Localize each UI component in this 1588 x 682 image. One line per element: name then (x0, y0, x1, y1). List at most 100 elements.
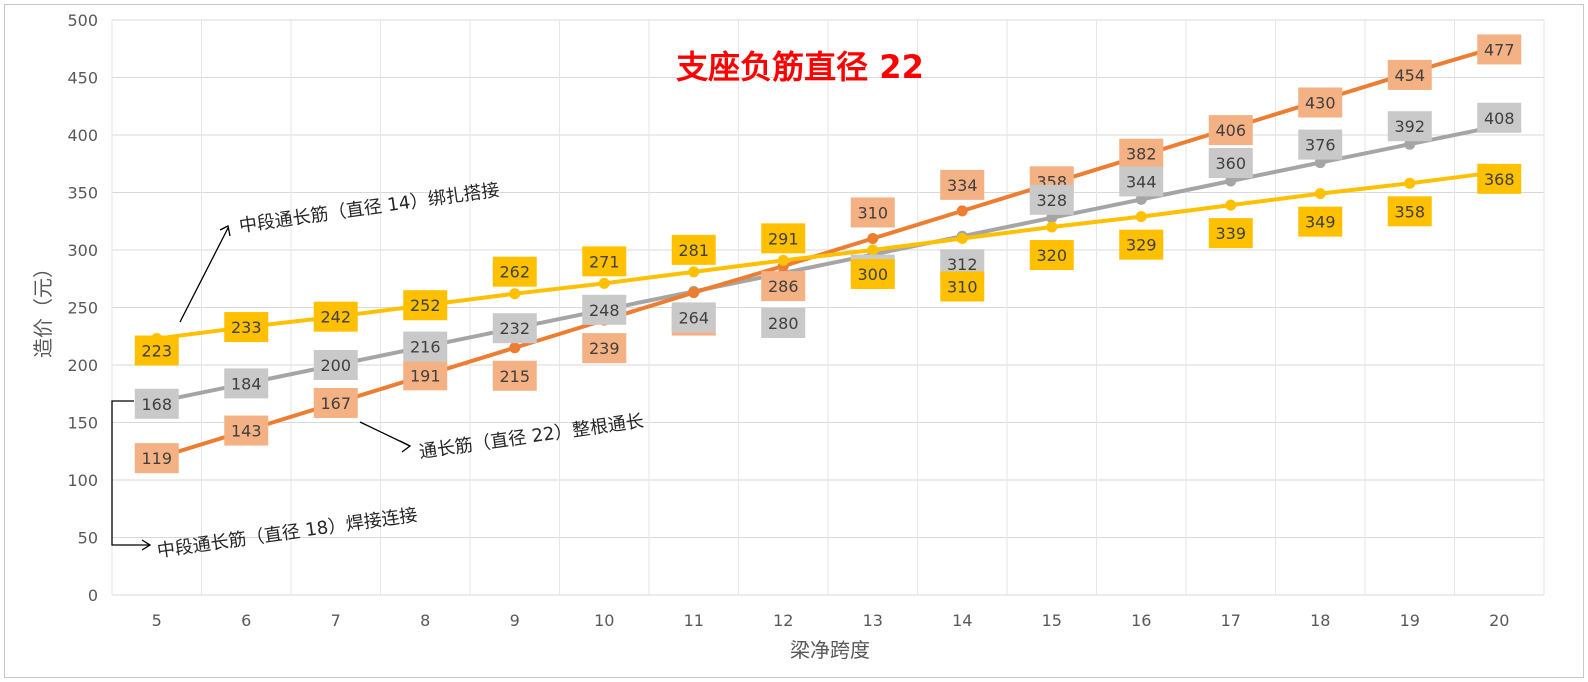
data-label-orange: 406 (1208, 115, 1253, 146)
data-label-text: 328 (1036, 191, 1067, 210)
data-label-gray: 376 (1298, 129, 1343, 160)
data-label-box (582, 333, 627, 364)
data-point-yellow (867, 244, 879, 256)
series-line-orange (156, 44, 1500, 461)
data-label-text: 334 (947, 176, 978, 195)
y-axis-label: 造价（元） (31, 258, 55, 358)
data-label-box (1298, 206, 1343, 237)
arrow-head (141, 539, 152, 551)
data-label-yellow: 233 (224, 312, 269, 343)
data-label-yellow: 262 (492, 256, 537, 287)
data-label-text: 168 (141, 395, 172, 414)
x-tick-label: 12 (773, 611, 793, 630)
data-label-text: 242 (320, 308, 351, 327)
series-line-gray (156, 123, 1500, 404)
data-label-box (492, 256, 537, 287)
data-point-gray (1404, 138, 1416, 150)
data-label-text: 477 (1484, 40, 1515, 59)
data-label-box (134, 443, 179, 474)
y-tick-label: 150 (67, 414, 98, 433)
data-label-gray: 408 (1477, 102, 1522, 133)
data-label-text: 184 (231, 374, 262, 393)
data-label-text: 291 (768, 229, 799, 248)
data-point-yellow (956, 233, 968, 244)
y-tick-label: 500 (67, 11, 98, 30)
data-label-text: 349 (1305, 213, 1336, 232)
x-tick-label: 13 (863, 611, 883, 630)
data-label-text: 368 (1484, 170, 1515, 189)
data-label-box (1208, 148, 1253, 178)
data-label-box (582, 246, 627, 277)
data-label-text: 143 (231, 422, 262, 441)
x-tick-label: 11 (684, 611, 704, 630)
data-label-gray: 264 (671, 302, 716, 333)
data-label-yellow: 358 (1387, 196, 1432, 227)
data-point-orange (867, 233, 879, 244)
y-tick-label: 350 (67, 184, 98, 203)
data-label-box (134, 388, 179, 419)
x-tick-label: 10 (594, 611, 614, 630)
x-tick-label: 7 (331, 611, 341, 630)
y-axis-ticks: 0 50 100 150 200 250 300 350 400 450 500 (67, 11, 98, 605)
data-point-yellow (1225, 199, 1237, 211)
data-label-gray: 200 (313, 350, 358, 380)
data-label-yellow: 242 (313, 301, 358, 332)
data-label-box (224, 415, 269, 446)
data-label-box (1298, 129, 1343, 160)
series-line-yellow (156, 169, 1500, 341)
y-tick-label: 100 (67, 471, 98, 490)
data-label-text: 215 (499, 367, 530, 386)
data-label-text: 454 (1394, 66, 1425, 85)
data-point-yellow (598, 277, 610, 289)
data-point-yellow (1404, 177, 1416, 189)
x-tick-label: 16 (1131, 611, 1151, 630)
data-label-text: 233 (231, 318, 262, 337)
data-label-text: 312 (947, 255, 978, 274)
data-label-box (1477, 163, 1522, 194)
data-point-yellow (777, 254, 789, 266)
data-label-box (313, 387, 358, 418)
data-label-gray: 280 (761, 308, 806, 338)
data-label-orange: 119 (134, 443, 179, 474)
data-label-box (582, 294, 627, 325)
data-label-box (1029, 240, 1074, 270)
x-tick-label: 18 (1310, 611, 1330, 630)
data-point-yellow (688, 266, 700, 278)
data-label-gray: 248 (582, 294, 627, 325)
annotation-yellow: 中段通长筋（直径 14）绑扎搭接 (238, 180, 501, 237)
x-tick-label: 17 (1221, 611, 1241, 630)
x-tick-label: 6 (241, 611, 251, 630)
x-axis-ticks: 5 6 7 8 9 10 11 12 13 14 15 16 17 18 19 20 (152, 611, 1510, 630)
annotation-arrow-yellow (179, 227, 229, 323)
data-point-yellow (1135, 211, 1147, 223)
data-label-yellow: 281 (671, 234, 716, 265)
data-label-text: 310 (857, 204, 888, 223)
data-label-text: 216 (410, 338, 441, 357)
data-label-text: 271 (589, 252, 620, 271)
data-label-text: 281 (678, 241, 709, 260)
data-label-box (1119, 229, 1164, 260)
data-label-yellow: 310 (940, 271, 985, 302)
data-label-yellow: 223 (134, 335, 179, 366)
data-point-gray (1314, 157, 1326, 169)
data-point-orange (688, 287, 700, 299)
data-label-box (1387, 196, 1432, 227)
data-label-text: 430 (1305, 94, 1336, 113)
data-label-box (1477, 102, 1522, 133)
data-label-box (850, 197, 895, 228)
data-point-yellow (509, 288, 521, 300)
data-label-yellow: 339 (1208, 218, 1253, 249)
data-label-yellow: 349 (1298, 206, 1343, 237)
data-label-text: 264 (678, 308, 709, 327)
data-label-box (224, 312, 269, 343)
data-label-box (134, 335, 179, 366)
data-label-box (940, 169, 985, 200)
data-label-text: 239 (589, 339, 620, 358)
data-label-box (940, 271, 985, 302)
data-label-box (403, 290, 448, 321)
data-label-text: 200 (320, 356, 351, 375)
data-label-box (671, 302, 716, 333)
data-label-box (492, 313, 537, 344)
data-label-orange: 191 (403, 360, 448, 391)
y-tick-label: 200 (67, 356, 98, 375)
